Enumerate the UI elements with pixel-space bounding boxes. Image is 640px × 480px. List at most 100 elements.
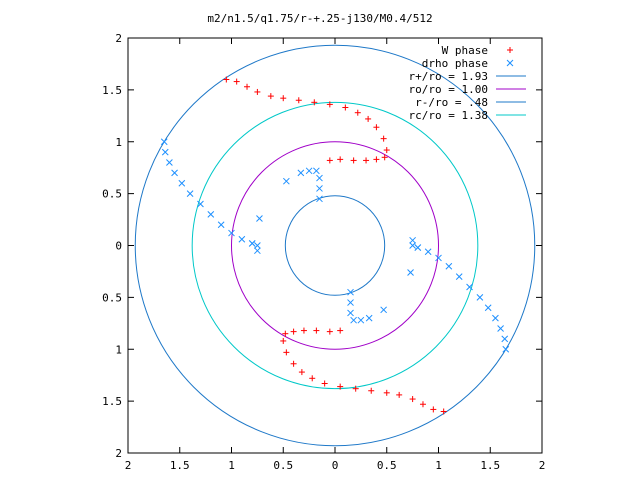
radius-circle (284, 195, 386, 296)
legend-label: drho phase (422, 57, 488, 70)
plot-layer (134, 44, 536, 447)
w-phase-point (373, 156, 380, 163)
w-phase-point (282, 330, 289, 337)
x-tick-label: 2 (539, 459, 546, 472)
tick-layer: 2 1.5 1 0.5 0 0.5 1 1.5 221.510.500.511.52 (102, 32, 545, 472)
drho-phase-point (409, 236, 416, 244)
w-phase-point (280, 95, 287, 102)
drho-phase-point (171, 169, 178, 177)
w-phase-point (380, 135, 387, 142)
drho-phase-point (350, 316, 357, 324)
w-phase-point (354, 109, 361, 116)
drho-phase-point (414, 244, 422, 251)
w-phase-point (373, 124, 380, 131)
drho-phase-point (254, 247, 261, 255)
w-phase-point (283, 349, 290, 356)
x-tick-label: 1 (435, 459, 442, 472)
y-tick-label: 1.5 (102, 84, 122, 97)
w-phase-point (383, 389, 390, 396)
drho-phase-point (347, 299, 354, 306)
drho-phase-point (313, 167, 320, 175)
legend-label: ro/ro = 1.00 (409, 83, 488, 96)
w-phase-point (321, 380, 328, 387)
w-phase-point (363, 157, 370, 164)
w-phase-point (430, 406, 437, 413)
drho-phase-point (347, 309, 354, 317)
drho-phase-point (455, 273, 463, 280)
x-tick-label: 1.5 (170, 459, 190, 472)
w-phase-point (350, 157, 357, 164)
y-tick-label: 0.5 (102, 188, 122, 201)
drho-phase-point (347, 288, 354, 296)
legend-marker-plus (507, 47, 513, 53)
drho-phase-point (228, 229, 235, 237)
w-phase-point (295, 97, 302, 104)
w-phase-point (309, 375, 316, 382)
y-tick-label: 2 (115, 32, 122, 45)
w-phase-point (337, 156, 344, 163)
w-phase-point (342, 104, 349, 111)
y-tick-label: 2 (115, 447, 122, 460)
drho-phase-point (297, 169, 305, 177)
w-phase-point (244, 83, 251, 90)
drho-phase-point (316, 185, 323, 192)
legend-label: rc/ro = 1.38 (409, 109, 488, 122)
w-phase-point (352, 385, 359, 392)
w-phase-point (290, 328, 297, 335)
w-phase-point (290, 360, 297, 367)
w-phase-point (383, 147, 390, 154)
radius-circle (191, 101, 479, 390)
w-phase-point (365, 115, 372, 122)
drho-phase-point (501, 335, 509, 343)
drho-phase-point (316, 174, 323, 182)
drho-phase-point (380, 306, 387, 314)
drho-phase-point (248, 240, 256, 247)
y-tick-label: 1 (115, 343, 122, 356)
w-phase-point (280, 337, 287, 344)
w-phase-point (267, 93, 274, 100)
drho-phase-point (502, 345, 510, 353)
y-tick-label: 0.5 (102, 291, 122, 304)
drho-phase-point (160, 138, 168, 146)
series-w-phase (223, 76, 447, 415)
w-phase-point (311, 99, 318, 106)
w-phase-point (409, 396, 416, 403)
chart-title: m2/n1.5/q1.75/r-+.25-j130/M0.4/512 (207, 12, 432, 25)
drho-phase-point (197, 200, 204, 208)
x-tick-label: 1 (228, 459, 235, 472)
legend-label: r+/ro = 1.93 (409, 70, 488, 83)
w-phase-point (223, 76, 230, 83)
drho-phase-point (435, 254, 442, 262)
w-phase-point (440, 408, 447, 415)
x-tick-label: 0.5 (273, 459, 293, 472)
drho-phase-point (238, 235, 246, 243)
drho-phase-point (497, 325, 504, 332)
drho-phase-point (357, 316, 365, 324)
w-phase-point (326, 101, 333, 108)
drho-phase-point (445, 262, 453, 270)
w-phase-point (368, 387, 375, 394)
drho-phase-point (476, 294, 484, 301)
drho-phase-point (178, 179, 186, 187)
x-tick-label: 0.5 (377, 459, 397, 472)
drho-phase-point (254, 242, 261, 249)
w-phase-point (337, 327, 344, 334)
w-phase-point (326, 157, 333, 164)
drho-phase-point (316, 195, 323, 203)
w-phase-point (233, 78, 240, 85)
drho-phase-point (305, 167, 313, 175)
w-phase-point (300, 327, 307, 334)
drho-phase-point (365, 314, 373, 322)
y-tick-label: 1 (115, 136, 122, 149)
legend-label: r-/ro = .48 (415, 96, 488, 109)
series-drho-phase (160, 138, 510, 353)
w-phase-point (254, 88, 261, 95)
radius-circle (134, 44, 536, 447)
w-phase-point (381, 154, 388, 161)
w-phase-point (419, 401, 426, 408)
w-phase-point (337, 383, 344, 390)
x-tick-label: 1.5 (480, 459, 500, 472)
drho-phase-point (409, 242, 416, 249)
drho-phase-point (492, 314, 499, 322)
